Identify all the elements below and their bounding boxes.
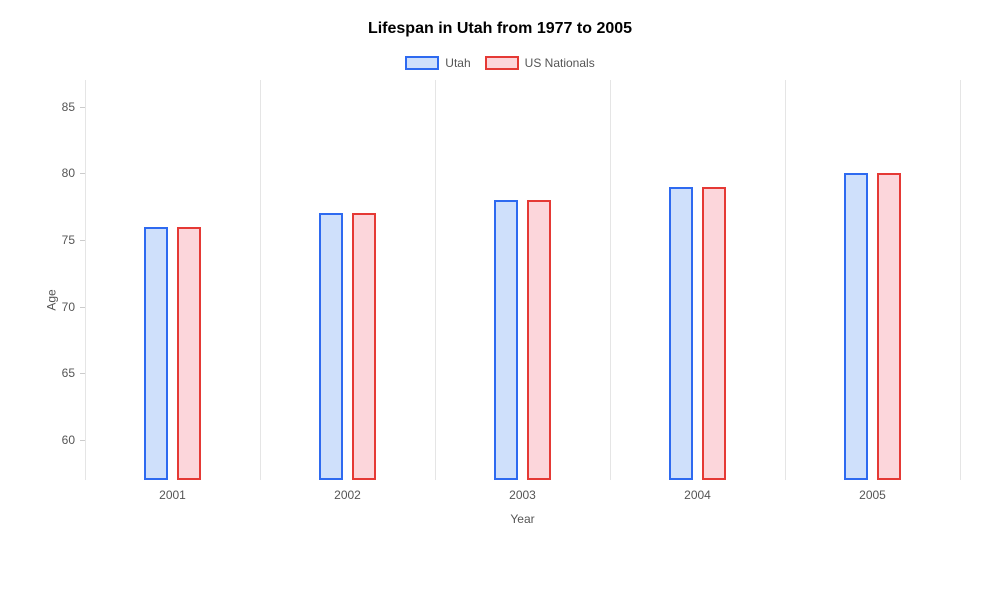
legend-label-us: US Nationals bbox=[525, 56, 595, 70]
chart-title: Lifespan in Utah from 1977 to 2005 bbox=[30, 20, 970, 38]
y-tick-mark bbox=[80, 440, 85, 441]
x-tick-label: 2005 bbox=[859, 488, 886, 502]
gridline-v bbox=[435, 80, 436, 480]
legend-item-utah: Utah bbox=[405, 56, 470, 70]
gridline-v bbox=[960, 80, 961, 480]
bar-us-nationals bbox=[177, 227, 201, 480]
gridline-v bbox=[785, 80, 786, 480]
y-tick-mark bbox=[80, 240, 85, 241]
y-tick-label: 65 bbox=[62, 366, 75, 380]
x-tick-label: 2002 bbox=[334, 488, 361, 502]
bar-utah bbox=[494, 200, 518, 480]
x-tick-label: 2001 bbox=[159, 488, 186, 502]
gridline-v bbox=[85, 80, 86, 480]
bar-us-nationals bbox=[352, 213, 376, 480]
y-axis-label: Age bbox=[45, 289, 59, 310]
legend-swatch-utah bbox=[405, 56, 439, 70]
y-tick-mark bbox=[80, 307, 85, 308]
y-tick-label: 85 bbox=[62, 100, 75, 114]
bar-us-nationals bbox=[877, 173, 901, 480]
gridline-v bbox=[610, 80, 611, 480]
bar-utah bbox=[319, 213, 343, 480]
y-tick-label: 80 bbox=[62, 166, 75, 180]
y-tick-mark bbox=[80, 373, 85, 374]
legend-item-us: US Nationals bbox=[485, 56, 595, 70]
x-axis-label: Year bbox=[510, 512, 534, 526]
bar-utah bbox=[844, 173, 868, 480]
x-tick-label: 2004 bbox=[684, 488, 711, 502]
plot-area: 60657075808520012002200320042005 bbox=[85, 80, 960, 480]
x-tick-label: 2003 bbox=[509, 488, 536, 502]
y-tick-mark bbox=[80, 173, 85, 174]
y-tick-mark bbox=[80, 107, 85, 108]
legend-swatch-us bbox=[485, 56, 519, 70]
gridline-v bbox=[260, 80, 261, 480]
bar-us-nationals bbox=[527, 200, 551, 480]
legend-label-utah: Utah bbox=[445, 56, 470, 70]
y-tick-label: 70 bbox=[62, 300, 75, 314]
bar-utah bbox=[669, 187, 693, 480]
bar-utah bbox=[144, 227, 168, 480]
chart-container: Lifespan in Utah from 1977 to 2005 Utah … bbox=[0, 0, 1000, 600]
y-tick-label: 75 bbox=[62, 233, 75, 247]
y-tick-label: 60 bbox=[62, 433, 75, 447]
bar-us-nationals bbox=[702, 187, 726, 480]
plot: 60657075808520012002200320042005 Age Yea… bbox=[85, 80, 960, 520]
legend: Utah US Nationals bbox=[30, 56, 970, 70]
